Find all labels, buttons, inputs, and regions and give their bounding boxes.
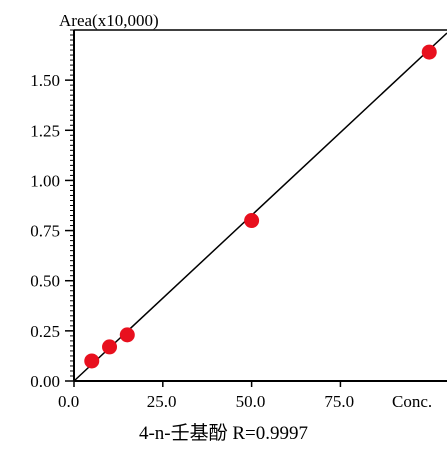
y-tick-label: 0.25	[30, 322, 60, 341]
x-tick-label: 50.0	[236, 392, 266, 411]
y-axis-unit-label: Area(x10,000)	[59, 11, 159, 30]
fit-line	[73, 32, 447, 382]
y-tick-label: 1.25	[30, 121, 60, 140]
data-point	[421, 44, 437, 60]
x-tick-label: 0.0	[58, 392, 79, 411]
data-point	[244, 213, 260, 229]
y-tick-label: 1.50	[30, 71, 60, 90]
data-point	[84, 353, 100, 369]
y-axis: 0.00 0.25 0.50 0.75 1.00 1.25 1.50	[30, 71, 74, 391]
y-tick-label: 0.50	[30, 272, 60, 291]
x-axis-end-label: Conc.	[392, 392, 432, 411]
fit-line-group	[73, 32, 447, 382]
data-points	[84, 44, 437, 369]
x-tick-label: 25.0	[147, 392, 177, 411]
chart-caption: 4-n-壬基酚 R=0.9997	[138, 423, 309, 444]
y-tick-label: 0.00	[30, 372, 60, 391]
y-tick-label: 0.75	[30, 222, 60, 241]
data-point	[102, 339, 118, 355]
x-tick-label: 75.0	[324, 392, 354, 411]
data-point	[119, 327, 135, 343]
x-axis: 0.0 25.0 50.0 75.0	[58, 381, 354, 411]
y-tick-label: 1.00	[30, 171, 60, 190]
